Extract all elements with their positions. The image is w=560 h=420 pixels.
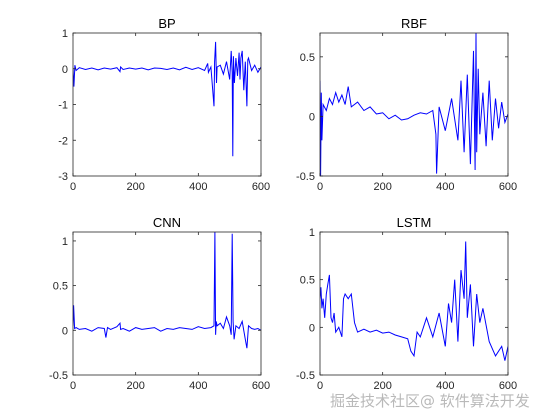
y-tick-label: 1	[62, 236, 68, 248]
watermark: 掘金技术社区@ 软件算法开发	[330, 392, 530, 410]
x-tick-label: 600	[499, 380, 517, 392]
chart-title: RBF	[401, 16, 427, 31]
y-tick-label: 0.5	[300, 275, 315, 287]
y-tick-label: 1	[62, 28, 68, 40]
y-tick-label: -2	[58, 135, 68, 147]
x-tick-label: 400	[436, 380, 454, 392]
axes-background	[73, 33, 261, 176]
x-tick-label: 600	[252, 181, 270, 193]
chart-title: LSTM	[397, 215, 432, 230]
x-tick-label: 0	[317, 181, 323, 193]
chart-title: CNN	[153, 215, 181, 230]
x-tick-label: 600	[252, 380, 270, 392]
x-tick-label: 400	[189, 380, 207, 392]
y-tick-label: -1	[58, 100, 68, 112]
x-tick-label: 400	[436, 181, 454, 193]
y-tick-label: 0.5	[53, 281, 68, 293]
y-tick-label: -0.5	[49, 370, 68, 382]
axes-background	[73, 232, 261, 375]
axes-frame	[319, 231, 509, 376]
axes-background	[320, 232, 508, 375]
y-tick-label: -0.5	[296, 171, 315, 183]
x-tick-label: 200	[126, 380, 144, 392]
series-line-rbf	[320, 33, 508, 176]
axes-frame	[319, 32, 509, 177]
y-tick-label: 1	[309, 227, 315, 239]
axes-background	[320, 33, 508, 176]
x-tick-label: 600	[499, 181, 517, 193]
series-line-bp	[73, 41, 261, 157]
y-tick-label: 0	[309, 111, 315, 123]
y-tick-label: -3	[58, 171, 68, 183]
x-tick-label: 0	[70, 181, 76, 193]
y-tick-label: 0	[309, 322, 315, 334]
y-tick-label: 0	[62, 64, 68, 76]
series-line-lstm	[320, 241, 508, 361]
x-tick-label: 400	[189, 181, 207, 193]
y-tick-label: -0.5	[296, 370, 315, 382]
x-tick-label: 200	[126, 181, 144, 193]
subplot-bp: 0 200 400 600 -3 -2 -1 0 1 BP	[58, 16, 270, 193]
x-tick-label: 0	[70, 380, 76, 392]
x-tick-label: 200	[373, 380, 391, 392]
y-tick-label: 0.5	[300, 52, 315, 64]
series-line-cnn	[73, 232, 261, 349]
y-tick-label: 0	[62, 325, 68, 337]
chart-title: BP	[158, 16, 175, 31]
x-tick-label: 0	[317, 380, 323, 392]
axes-frame	[72, 231, 262, 376]
x-tick-label: 200	[373, 181, 391, 193]
